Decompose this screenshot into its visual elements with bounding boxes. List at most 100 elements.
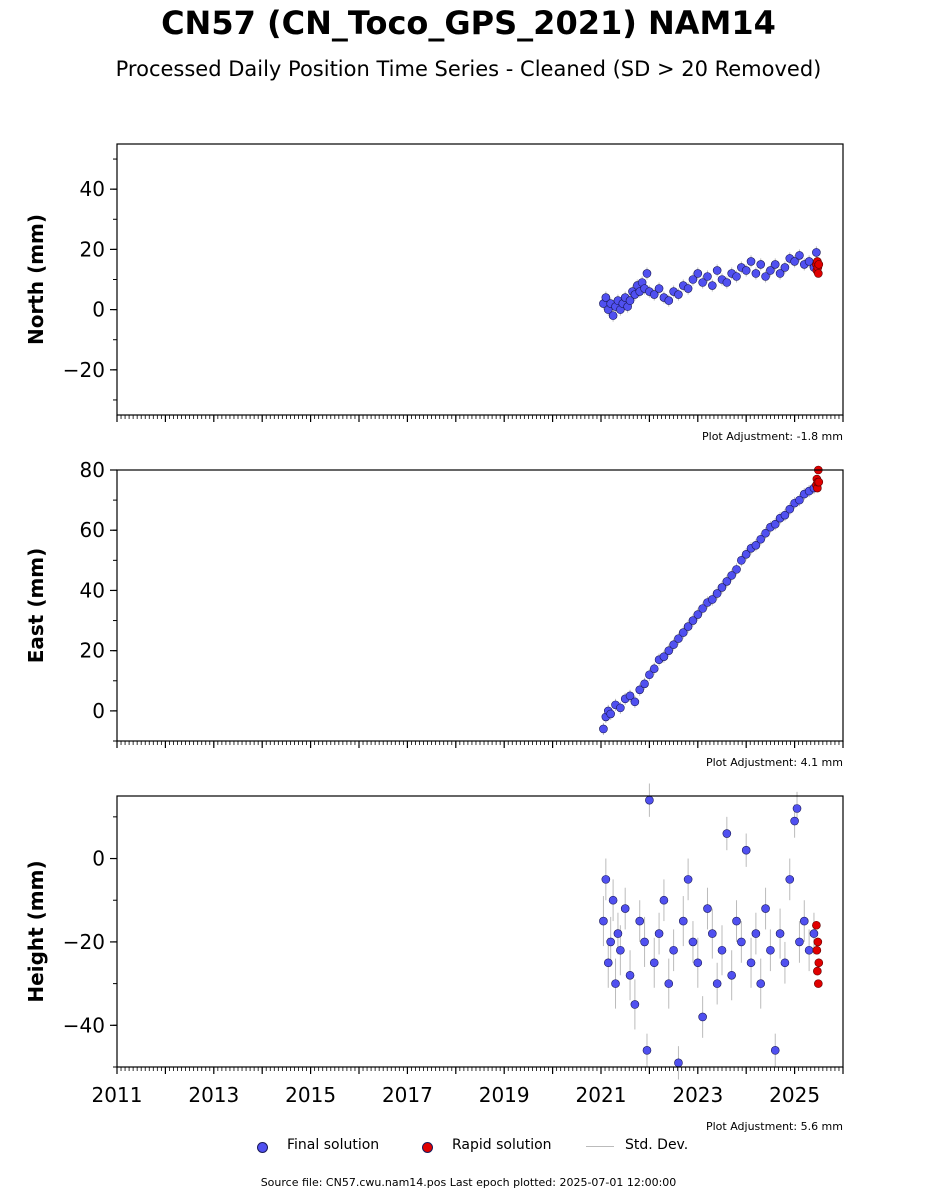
final-solution-point — [683, 875, 693, 884]
final-solution-point — [688, 616, 698, 625]
final-solution-point — [722, 829, 732, 838]
final-solution-point — [712, 266, 722, 275]
plot-adjustment-note: Plot Adjustment: 4.1 mm — [706, 756, 843, 769]
final-solution-point — [698, 278, 707, 287]
rapid-solution-point — [813, 966, 822, 976]
final-solution-point — [635, 916, 645, 926]
final-solution-point — [722, 577, 732, 586]
x-tick-label: 2019 — [479, 1083, 530, 1107]
final-solution-point — [669, 640, 678, 649]
final-solution-point — [664, 979, 674, 988]
x-tick-label: 2021 — [576, 1083, 627, 1107]
final-solution-point — [766, 945, 775, 955]
final-solution-point — [792, 804, 802, 813]
final-solution-point — [640, 679, 649, 689]
final-solution-point — [737, 937, 746, 947]
plot-frame — [116, 795, 844, 1068]
final-solution-point — [640, 937, 649, 947]
final-solution-point — [741, 266, 751, 275]
final-solution-point — [727, 571, 736, 580]
x-tick-label: 2015 — [285, 1083, 336, 1107]
final-solution-point — [674, 290, 683, 299]
final-solution-point — [780, 263, 790, 272]
rapid-solution-point — [814, 979, 823, 988]
final-solution-point — [645, 795, 654, 805]
final-solution-point — [703, 272, 712, 281]
final-solution-marker-icon — [257, 1142, 268, 1153]
final-solution-point — [737, 556, 746, 565]
final-solution-point — [751, 540, 761, 550]
final-solution-point — [620, 904, 630, 913]
final-solution-point — [795, 251, 804, 260]
final-solution-point — [601, 875, 611, 884]
final-solution-point — [756, 979, 766, 988]
final-solution-point — [688, 275, 698, 284]
final-solution-point — [746, 958, 756, 968]
final-solution-point — [693, 610, 703, 619]
y-tick-label: 40 — [80, 578, 105, 602]
final-solution-point — [804, 945, 814, 955]
legend-final-label: Final solution — [287, 1137, 380, 1153]
y-tick-label: −40 — [63, 1013, 105, 1037]
rapid-solution-point — [814, 269, 823, 278]
final-solution-point — [785, 875, 795, 884]
final-solution-point — [698, 604, 707, 613]
final-solution-point — [606, 709, 615, 719]
final-solution-point — [649, 290, 659, 299]
final-solution-point — [599, 916, 608, 926]
final-solution-point — [766, 266, 775, 275]
rapid-solution-point — [812, 920, 821, 930]
final-solution-point — [669, 945, 678, 955]
final-solution-point — [606, 937, 615, 947]
final-solution-point — [654, 929, 664, 938]
final-solution-point — [795, 937, 804, 947]
plot-frame — [116, 469, 844, 742]
x-tick-label: 2013 — [188, 1083, 239, 1107]
final-solution-point — [756, 260, 766, 269]
final-solution-point — [603, 958, 613, 968]
page-title: CN57 (CN_Toco_GPS_2021) NAM14 — [161, 4, 776, 42]
final-solution-point — [761, 528, 770, 538]
rapid-solution-point — [813, 937, 823, 947]
y-tick-label: 0 — [92, 699, 105, 723]
y-tick-label: −20 — [63, 930, 105, 954]
final-solution-point — [616, 703, 625, 713]
final-solution-point — [751, 269, 761, 278]
y-tick-label: 80 — [80, 458, 105, 482]
panel-2: 0 20 40 60 80 East (mm) Plot Adjustment: 4.1 m… — [24, 458, 844, 769]
final-solution-point — [683, 284, 693, 293]
y-tick-label: 60 — [80, 518, 105, 542]
final-solution-point — [642, 269, 652, 278]
final-solution-point — [693, 269, 703, 278]
final-solution-point — [664, 296, 674, 305]
final-solution-point — [770, 519, 780, 529]
final-solution-point — [732, 565, 741, 574]
final-solution-point — [708, 929, 717, 938]
final-solution-point — [630, 1000, 640, 1009]
final-solution-point — [674, 1058, 683, 1068]
final-solution-point — [761, 272, 770, 281]
final-solution-point — [616, 945, 625, 955]
final-solution-point — [732, 916, 741, 926]
rapid-solution-point — [814, 477, 824, 487]
final-solution-point — [611, 979, 620, 988]
rapid-solution-marker-icon — [422, 1142, 433, 1153]
final-solution-point — [732, 272, 741, 281]
final-solution-point — [770, 260, 780, 269]
final-solution-point — [770, 1046, 780, 1055]
final-solution-point — [635, 685, 645, 695]
final-solution-point — [746, 257, 756, 266]
final-solution-point — [599, 724, 608, 734]
final-solution-point — [683, 622, 693, 631]
panel-1: −20 0 20 40 North (mm) Plot Adjustment: -1.8 … — [24, 143, 844, 443]
final-solution-point — [809, 929, 819, 938]
plot-adjustment-note: Plot Adjustment: 5.6 mm — [706, 1120, 843, 1133]
final-solution-point — [674, 634, 683, 643]
page-subtitle: Processed Daily Position Time Series - C… — [115, 57, 822, 81]
final-solution-point — [698, 1012, 707, 1022]
final-solution-point — [712, 979, 722, 988]
y-axis-label: Height (mm) — [24, 860, 48, 1002]
final-solution-point — [795, 495, 804, 505]
y-tick-label: 40 — [80, 177, 105, 201]
